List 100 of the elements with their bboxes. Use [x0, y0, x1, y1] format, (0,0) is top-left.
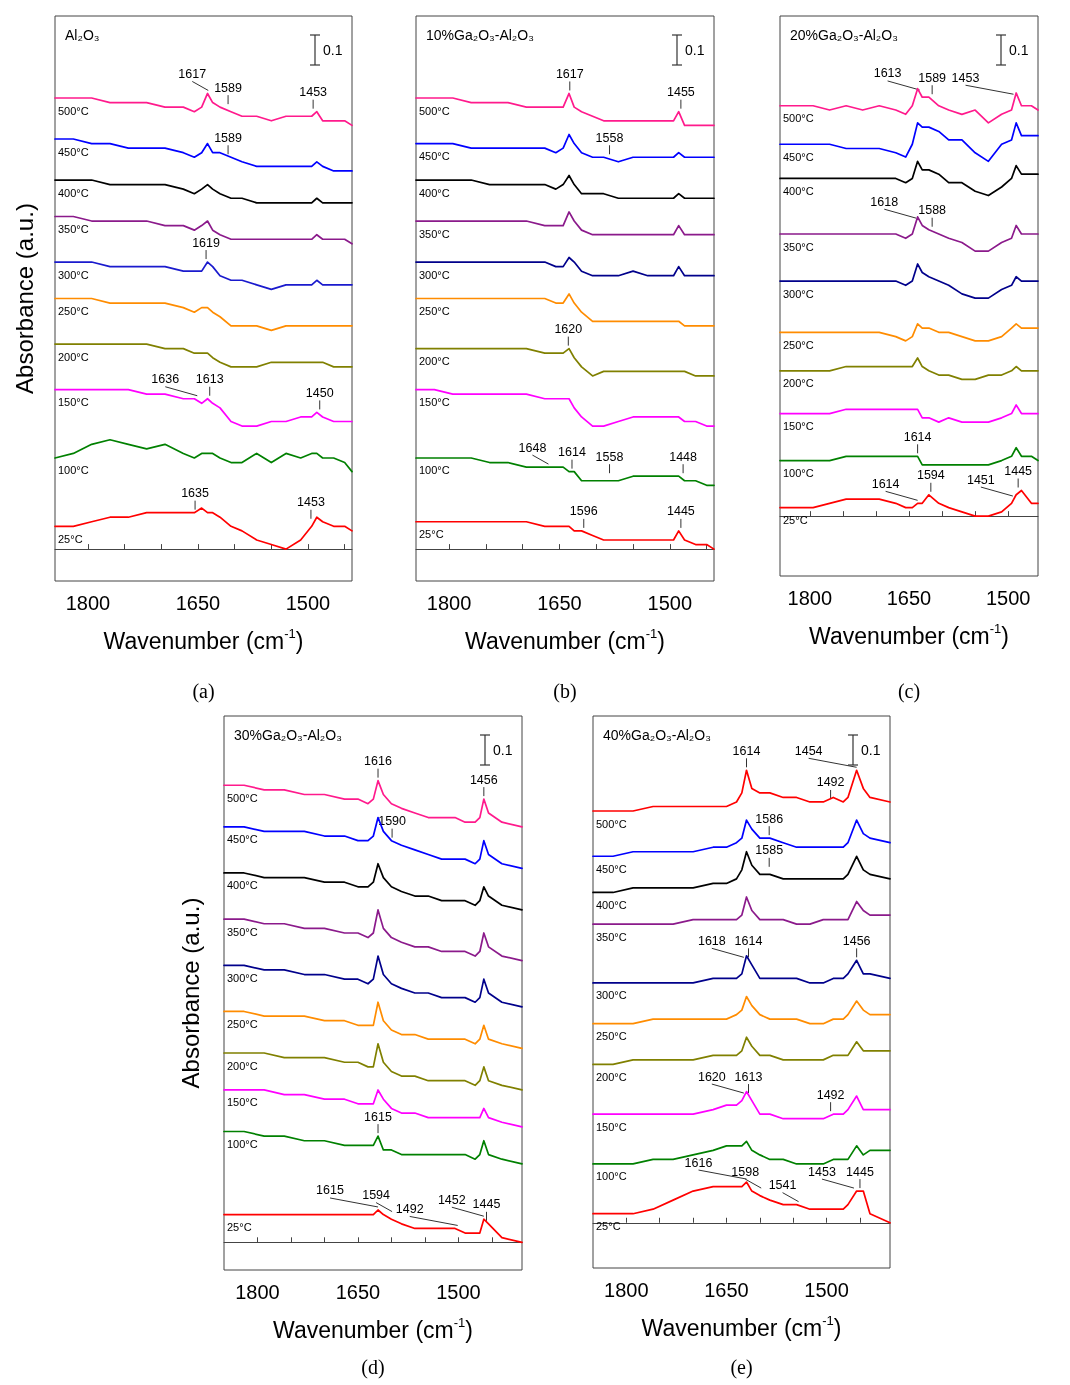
annotation: 1585	[755, 843, 784, 858]
annotation: 1452	[437, 1192, 466, 1207]
annotation: 1614	[871, 476, 900, 491]
x-tick-label: 1650	[335, 1281, 381, 1303]
annotation: 1589	[918, 70, 947, 85]
x-tick-label: 1650	[537, 592, 582, 614]
text: 0.1	[323, 42, 343, 58]
series-label: 25°C	[58, 532, 83, 545]
annotation: 1616	[684, 1155, 713, 1170]
annotation: 1586	[755, 811, 784, 826]
series-label: 150°C	[58, 396, 89, 409]
series-label: 350°C	[227, 925, 258, 938]
series-label: 300°C	[58, 268, 89, 281]
chart-title: 20%Ga₂O₃-Al₂O₃	[790, 27, 898, 43]
annotation: 1558	[595, 130, 624, 145]
x-tick-label: 1800	[604, 1279, 649, 1301]
series-label: 400°C	[419, 186, 450, 199]
chart-title: 10%Ga₂O₃-Al₂O₃	[426, 27, 534, 43]
series-label: 450°C	[596, 862, 627, 875]
annotation: 1617	[178, 66, 207, 81]
annotation: 1453	[808, 1164, 836, 1179]
annotation: 1618	[870, 194, 899, 209]
annotation: 1450	[305, 385, 334, 400]
series-label: 350°C	[783, 240, 814, 253]
chart-title: Al₂O₃	[65, 27, 100, 43]
annotation: 1594	[362, 1188, 391, 1203]
series-label: 450°C	[227, 833, 258, 846]
text: 0.1	[685, 42, 705, 58]
text: (b)	[552, 680, 578, 703]
x-tick-label: 1500	[436, 1281, 481, 1303]
text: 0.1	[861, 742, 881, 758]
annotation: 1589	[214, 80, 243, 95]
series-label: 500°C	[783, 112, 814, 125]
x-tick-label: 1650	[175, 592, 221, 614]
series-label: 100°C	[58, 464, 89, 477]
annotation: 1620	[697, 1069, 726, 1084]
series-label: 25°C	[596, 1220, 621, 1233]
series-label: 100°C	[596, 1170, 627, 1183]
series-label: 150°C	[227, 1096, 258, 1109]
series-label: 200°C	[58, 350, 89, 363]
series-label: 200°C	[419, 355, 450, 368]
annotation: 1596	[569, 504, 598, 519]
series-label: 300°C	[227, 971, 258, 984]
annotation: 1598	[731, 1164, 760, 1179]
series-label: 200°C	[783, 377, 814, 390]
text: (c)	[896, 680, 922, 703]
series-label: 300°C	[419, 268, 450, 281]
annotation: 1445	[666, 504, 695, 519]
annotation: 1454	[794, 743, 823, 758]
series-label: 200°C	[227, 1059, 258, 1072]
series-label: 500°C	[227, 791, 258, 804]
series-label: 100°C	[419, 464, 450, 477]
series-label: 400°C	[783, 184, 814, 197]
annotation: 1615	[316, 1183, 344, 1198]
annotation: 1619	[192, 235, 221, 250]
annotation: 1453	[951, 70, 980, 85]
series-label: 500°C	[58, 104, 89, 117]
series-label: 450°C	[783, 150, 814, 163]
annotation: 1648	[518, 440, 547, 455]
x-tick-label: 1650	[704, 1279, 749, 1301]
annotation: 1492	[395, 1201, 424, 1216]
annotation: 1613	[734, 1069, 763, 1084]
chart-title: 40%Ga₂O₃-Al₂O₃	[603, 727, 711, 743]
series-label: 400°C	[227, 879, 258, 892]
series-label: 450°C	[419, 150, 450, 163]
series-label: 200°C	[596, 1070, 627, 1083]
series-label: 150°C	[419, 396, 450, 409]
series-label: 150°C	[783, 420, 814, 433]
series-label: 450°C	[58, 145, 89, 158]
annotation: 1445	[1004, 464, 1033, 478]
annotation: 1614	[732, 743, 761, 758]
series-label: 350°C	[596, 930, 627, 943]
x-tick-label: 1800	[787, 587, 833, 609]
annotation: 1541	[768, 1178, 797, 1193]
y-axis-title: Absorbance (a.u.)	[10, 203, 38, 394]
x-tick-label: 1800	[235, 1281, 280, 1303]
series-label: 300°C	[783, 287, 814, 300]
x-tick-label: 1800	[426, 592, 472, 614]
series-label: 250°C	[783, 338, 814, 351]
series-label: 25°C	[419, 528, 444, 541]
annotation: 1618	[697, 933, 726, 948]
series-label: 400°C	[596, 898, 627, 911]
annotation: 1445	[472, 1197, 501, 1212]
series-label: 100°C	[783, 467, 814, 480]
annotation: 1451	[966, 472, 995, 487]
annotation: 1620	[554, 322, 583, 337]
annotation: 1453	[297, 495, 325, 510]
x-tick-label: 1500	[647, 592, 693, 614]
annotation: 1590	[378, 814, 407, 829]
annotation: 1613	[195, 372, 224, 387]
annotation: 1614	[558, 445, 586, 460]
annotation: 1558	[595, 449, 624, 464]
chart-title: 30%Ga₂O₃-Al₂O₃	[234, 727, 342, 743]
series-label: 350°C	[419, 227, 450, 240]
series-label: 400°C	[58, 186, 89, 199]
series-label: 250°C	[419, 305, 450, 317]
annotation: 1614	[903, 429, 932, 444]
annotation: 1492	[816, 1087, 845, 1102]
text: (a)	[191, 680, 216, 703]
series-label: 25°C	[783, 514, 808, 527]
